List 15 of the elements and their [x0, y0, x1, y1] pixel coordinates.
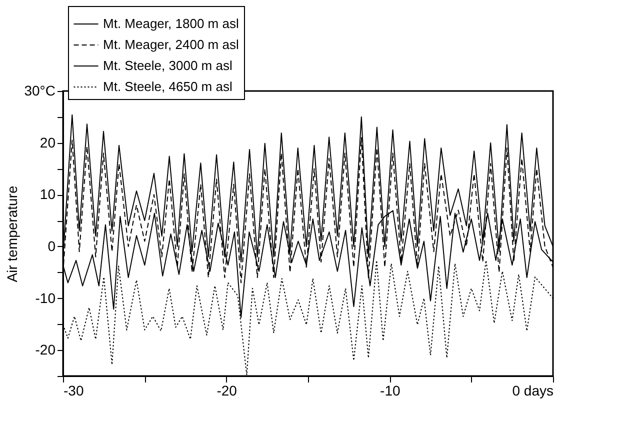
- legend-label: Mt. Meager, 1800 m asl: [103, 16, 239, 31]
- x-tick-label: 0 days: [512, 382, 554, 398]
- legend-label: Mt. Steele, 4650 m asl: [103, 79, 232, 94]
- legend-label: Mt. Steele, 3000 m asl: [103, 58, 232, 73]
- legend-label: Mt. Meager, 2400 m asl: [103, 37, 239, 52]
- x-tick-label: -30: [64, 382, 84, 398]
- x-tick-label: -20: [216, 382, 238, 398]
- y-tick-label: -10: [35, 290, 56, 306]
- y-axis-title: Air temperature: [4, 186, 20, 282]
- y-tick-label: -20: [35, 342, 56, 358]
- y-tick-label: 30°C: [24, 82, 56, 98]
- x-tick-label: -10: [380, 382, 400, 398]
- y-tick-label: 10: [40, 186, 56, 202]
- y-tick-label: 0: [48, 238, 56, 254]
- y-tick-label: 20: [40, 134, 56, 150]
